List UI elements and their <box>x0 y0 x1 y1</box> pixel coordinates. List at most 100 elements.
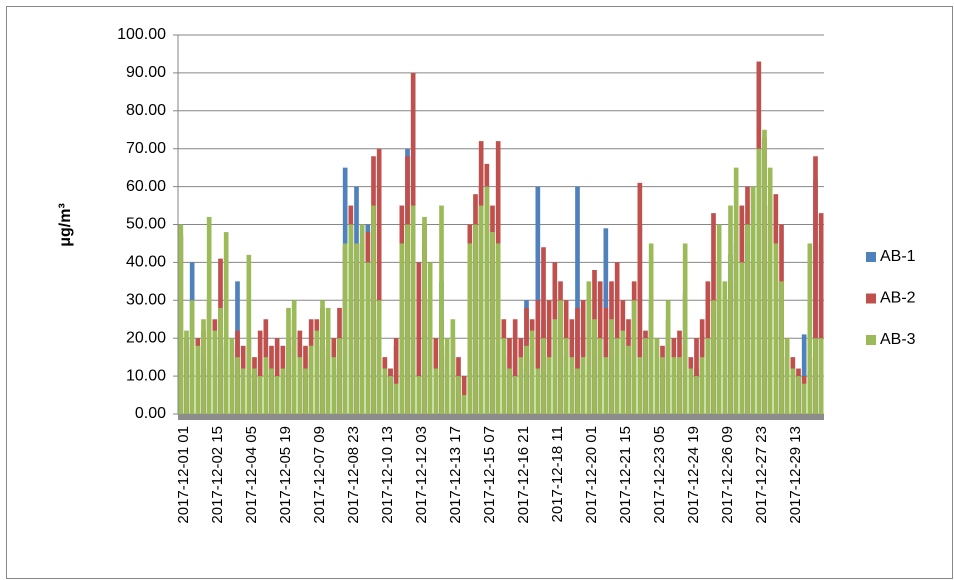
bar <box>246 254 252 414</box>
bar <box>711 300 716 414</box>
bar <box>257 330 263 414</box>
bar <box>546 357 552 414</box>
bar <box>648 243 654 414</box>
bar <box>592 319 597 414</box>
bar <box>722 281 728 414</box>
y-tick-label: 90.00 <box>126 64 166 81</box>
legend-swatch <box>866 252 876 262</box>
bar <box>189 300 195 414</box>
bar <box>450 319 456 414</box>
bar <box>178 224 184 414</box>
bar <box>796 376 801 414</box>
bar <box>427 262 433 414</box>
bar <box>541 338 546 414</box>
y-tick-label: 60.00 <box>126 178 166 195</box>
bar <box>280 368 286 414</box>
bar <box>359 224 365 414</box>
bar <box>677 357 682 414</box>
bar <box>682 243 688 414</box>
bar <box>393 383 399 414</box>
bar <box>218 307 223 414</box>
bar <box>512 376 518 414</box>
bar <box>801 383 807 414</box>
legend-label: AB-2 <box>880 290 916 307</box>
bar <box>257 376 263 414</box>
y-tick-label: 30.00 <box>126 292 166 309</box>
bar <box>575 368 580 414</box>
y-tick-label: 100.00 <box>117 26 166 43</box>
y-tick-label: 80.00 <box>126 102 166 119</box>
bar <box>416 376 422 414</box>
bar <box>790 368 796 414</box>
bar <box>399 243 405 414</box>
bar <box>490 232 495 414</box>
bar <box>767 167 773 414</box>
bar <box>818 338 824 414</box>
bar <box>382 368 388 414</box>
bar <box>563 338 569 414</box>
bar <box>229 338 235 414</box>
bar <box>337 338 342 414</box>
bar <box>813 156 818 414</box>
bar <box>660 357 665 414</box>
bar <box>807 243 813 414</box>
bar <box>535 300 541 414</box>
bar <box>235 357 240 414</box>
y-tick-label: 50.00 <box>126 216 166 233</box>
bar <box>654 338 660 414</box>
x-tick-label: 2017-12-13 17 <box>447 426 464 524</box>
bar <box>637 182 643 414</box>
legend-swatch <box>866 293 876 304</box>
bar <box>456 376 461 414</box>
bar <box>784 338 790 414</box>
bar <box>705 338 711 414</box>
bar <box>495 243 501 414</box>
bar <box>303 368 308 414</box>
bar <box>569 357 575 414</box>
y-tick-label: 0.00 <box>135 405 166 422</box>
bar <box>716 224 722 414</box>
bar <box>597 338 603 414</box>
x-tick-label: 2017-12-08 23 <box>345 426 362 524</box>
bar <box>665 300 671 414</box>
bar <box>422 216 427 414</box>
bar <box>541 247 546 414</box>
bar <box>371 205 376 414</box>
bar <box>575 186 580 414</box>
bar <box>342 243 348 414</box>
x-tick-label: 2017-12-16 21 <box>515 426 532 524</box>
y-tick-label: 20.00 <box>126 329 166 346</box>
bar <box>529 330 535 414</box>
bar <box>433 368 439 414</box>
bar <box>779 281 784 414</box>
bar <box>354 243 359 414</box>
bar <box>388 376 393 414</box>
x-tick-label: 2017-12-12 03 <box>413 426 430 524</box>
bar <box>762 129 767 414</box>
bar <box>184 330 189 414</box>
bar <box>614 338 620 414</box>
bar <box>586 281 592 414</box>
bar <box>376 148 382 414</box>
bar <box>818 213 824 414</box>
bar <box>314 330 320 414</box>
bar <box>212 330 218 414</box>
bar <box>320 300 325 414</box>
x-tick-label: 2017-12-27 23 <box>753 426 770 524</box>
bar <box>269 368 274 414</box>
bar <box>694 376 699 414</box>
bar <box>688 368 694 414</box>
bar <box>637 357 643 414</box>
bar <box>580 357 586 414</box>
x-tick-label: 2017-12-05 19 <box>277 426 294 524</box>
bar <box>405 224 410 414</box>
bar <box>671 357 677 414</box>
x-tick-label: 2017-12-21 15 <box>617 426 634 524</box>
x-axis <box>178 414 824 420</box>
bar <box>439 205 444 414</box>
x-tick-label: 2017-12-02 15 <box>209 426 226 524</box>
bar <box>484 186 490 414</box>
legend-label: AB-3 <box>880 331 916 348</box>
legend-label: AB-1 <box>880 248 916 265</box>
bar <box>325 307 331 414</box>
